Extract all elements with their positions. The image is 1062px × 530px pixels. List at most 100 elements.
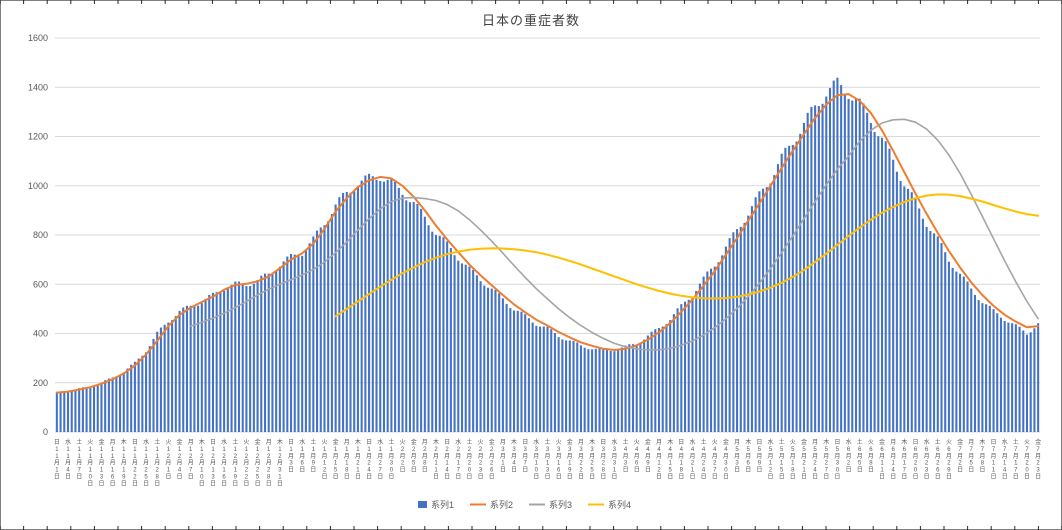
svg-text:日: 日	[288, 467, 294, 474]
svg-text:1: 1	[211, 447, 215, 453]
svg-text:月: 月	[890, 439, 896, 446]
svg-text:日: 日	[98, 480, 104, 487]
svg-text:土: 土	[544, 438, 550, 446]
svg-text:月: 月	[556, 453, 562, 460]
svg-text:日: 日	[912, 439, 918, 446]
svg-text:6: 6	[747, 461, 751, 467]
svg-text:月: 月	[500, 453, 506, 460]
svg-text:月: 月	[310, 453, 316, 460]
svg-text:月: 月	[143, 460, 149, 467]
svg-text:1: 1	[100, 454, 104, 460]
svg-text:月: 月	[221, 460, 227, 467]
x-axis-labels: 日11月1日水11月4日土11月7日火11月10日金11月13日月11月16日木…	[54, 438, 1041, 487]
svg-text:日: 日	[834, 474, 840, 481]
svg-text:3: 3	[278, 468, 282, 474]
svg-text:1: 1	[546, 461, 550, 467]
svg-text:2: 2	[245, 454, 249, 460]
svg-text:月: 月	[890, 453, 896, 460]
svg-text:800: 800	[33, 230, 48, 240]
svg-text:月: 月	[121, 460, 127, 467]
svg-text:1400: 1400	[28, 82, 48, 92]
svg-text:金: 金	[255, 438, 261, 446]
svg-text:1: 1	[557, 461, 561, 467]
svg-text:2: 2	[1025, 461, 1029, 467]
svg-text:2: 2	[702, 461, 706, 467]
svg-text:水: 水	[767, 438, 773, 446]
svg-text:1: 1	[535, 461, 539, 467]
svg-text:2: 2	[278, 454, 282, 460]
svg-text:2: 2	[769, 468, 773, 474]
svg-text:月: 月	[65, 460, 71, 467]
svg-text:8: 8	[423, 461, 427, 467]
svg-text:400: 400	[33, 329, 48, 339]
svg-text:日: 日	[500, 467, 506, 474]
svg-text:月: 月	[54, 460, 60, 467]
svg-text:0: 0	[724, 468, 728, 474]
svg-text:月: 月	[623, 453, 629, 460]
legend: 系列1 系列2 系列3 系列4	[418, 499, 631, 510]
line-series-3	[189, 118, 1039, 351]
svg-text:4: 4	[66, 468, 70, 474]
svg-text:2: 2	[490, 447, 494, 453]
svg-text:水: 水	[689, 438, 695, 446]
svg-text:1: 1	[144, 454, 148, 460]
svg-text:日: 日	[266, 480, 272, 487]
svg-text:0: 0	[390, 468, 394, 474]
svg-text:木: 木	[199, 438, 205, 446]
svg-text:3: 3	[624, 461, 628, 467]
svg-text:月: 月	[533, 453, 539, 460]
svg-text:1: 1	[200, 468, 204, 474]
svg-text:3: 3	[546, 468, 550, 474]
svg-text:日: 日	[611, 474, 617, 481]
svg-text:6: 6	[222, 475, 226, 481]
svg-text:月: 月	[188, 439, 194, 446]
svg-text:5: 5	[334, 468, 338, 474]
svg-text:5: 5	[813, 447, 817, 453]
svg-text:月: 月	[255, 460, 261, 467]
svg-text:2: 2	[234, 454, 238, 460]
svg-text:2: 2	[479, 447, 483, 453]
svg-text:火: 火	[556, 439, 562, 446]
svg-text:日: 日	[422, 467, 428, 474]
svg-text:1: 1	[613, 468, 617, 474]
svg-text:1: 1	[1003, 461, 1007, 467]
svg-text:5: 5	[758, 447, 762, 453]
svg-text:日: 日	[355, 474, 361, 481]
svg-text:日: 日	[912, 474, 918, 481]
svg-text:1600: 1600	[28, 33, 48, 43]
svg-text:日: 日	[511, 467, 517, 474]
svg-text:8: 8	[791, 468, 795, 474]
svg-text:6: 6	[903, 447, 907, 453]
svg-text:2: 2	[490, 461, 494, 467]
svg-text:月: 月	[288, 453, 294, 460]
svg-text:1: 1	[334, 461, 338, 467]
svg-text:3: 3	[568, 447, 572, 453]
svg-text:日: 日	[1035, 474, 1041, 481]
svg-text:日: 日	[388, 474, 394, 481]
svg-text:月: 月	[277, 460, 283, 467]
svg-text:日: 日	[54, 474, 60, 481]
svg-text:3: 3	[501, 447, 505, 453]
svg-text:月: 月	[466, 453, 472, 460]
svg-text:2: 2	[813, 461, 817, 467]
svg-text:2: 2	[802, 461, 806, 467]
svg-text:1: 1	[780, 461, 784, 467]
svg-text:水: 水	[924, 438, 930, 446]
svg-text:金: 金	[98, 438, 104, 446]
svg-text:6: 6	[880, 447, 884, 453]
svg-text:日: 日	[76, 474, 82, 481]
svg-text:1: 1	[156, 454, 160, 460]
svg-text:系列2: 系列2	[490, 499, 513, 510]
svg-text:土: 土	[76, 438, 82, 446]
svg-text:日: 日	[110, 480, 116, 487]
svg-text:月: 月	[544, 453, 550, 460]
svg-text:月: 月	[734, 439, 740, 446]
svg-text:5: 5	[836, 447, 840, 453]
svg-text:1: 1	[992, 461, 996, 467]
svg-text:3: 3	[724, 461, 728, 467]
svg-text:月: 月	[767, 453, 773, 460]
svg-text:日: 日	[678, 474, 684, 481]
svg-text:1: 1	[434, 461, 438, 467]
